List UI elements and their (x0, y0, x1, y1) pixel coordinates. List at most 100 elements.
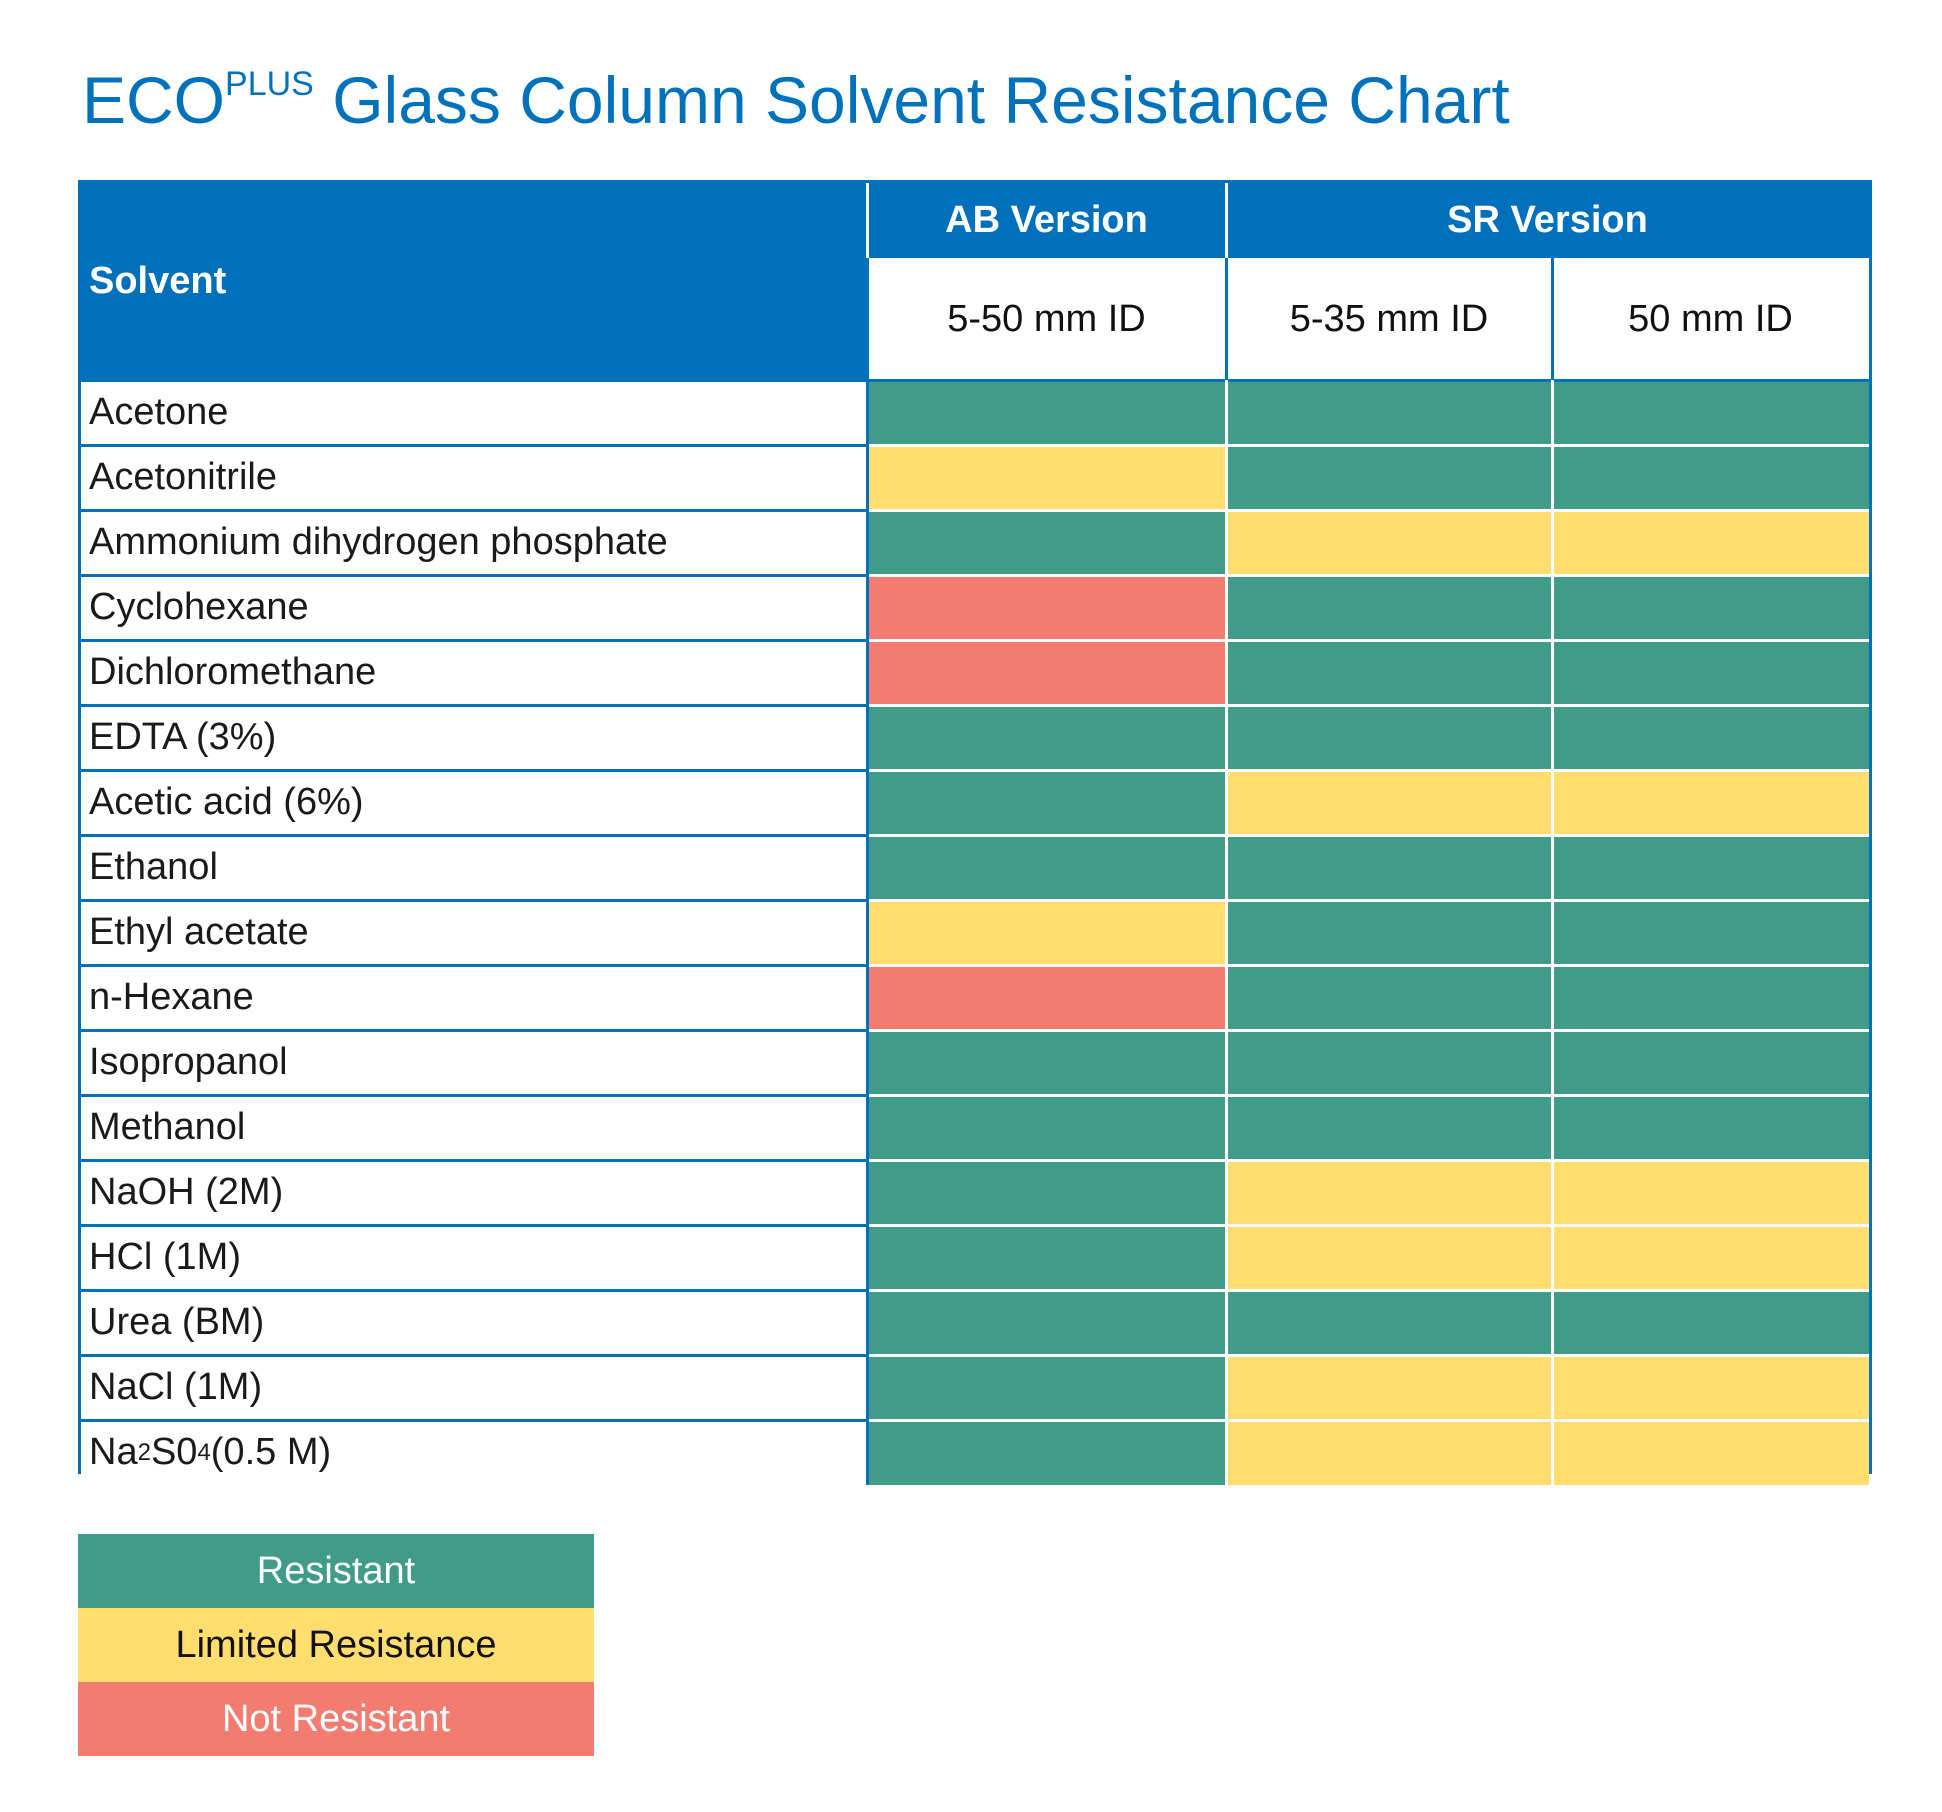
solvent-name-part: Na (89, 1431, 138, 1473)
legend-item: Resistant (78, 1534, 594, 1608)
cell-divider (869, 769, 1869, 772)
header-ab-5-50-mm: 5-50 mm ID (867, 258, 1226, 380)
column-divider-white (1225, 380, 1228, 1485)
solvent-name: Ethyl acetate (81, 900, 867, 965)
resistance-cell (1226, 445, 1552, 510)
header-sr-5-35-mm: 5-35 mm ID (1226, 258, 1552, 380)
resistance-cell (1552, 380, 1869, 445)
resistance-cell (867, 1095, 1226, 1160)
resistance-cell (1226, 1420, 1552, 1485)
solvent-name: NaOH (2M) (81, 1160, 867, 1225)
resistance-cell (1552, 575, 1869, 640)
solvent-name: Methanol (81, 1095, 867, 1160)
column-divider-white (1225, 183, 1228, 258)
solvent-name-part: 2 (137, 1438, 151, 1466)
resistance-cell (1552, 1095, 1869, 1160)
header-solvent: Solvent (81, 183, 867, 380)
resistance-cell (1226, 1290, 1552, 1355)
resistance-cell (1226, 835, 1552, 900)
resistance-cell (867, 640, 1226, 705)
resistance-cell (1226, 510, 1552, 575)
resistance-cell (1226, 575, 1552, 640)
resistance-cell (867, 1225, 1226, 1290)
legend-item: Limited Resistance (78, 1608, 594, 1682)
cell-divider (869, 509, 1869, 512)
resistance-cell (1552, 965, 1869, 1030)
cell-divider (869, 1159, 1869, 1162)
cell-divider (869, 964, 1869, 967)
column-divider-white (1551, 380, 1554, 1485)
column-divider (866, 183, 869, 1485)
solvent-name-part: (0.5 M) (210, 1431, 332, 1473)
resistance-cell (1552, 900, 1869, 965)
cell-divider (869, 444, 1869, 447)
cell-divider (869, 574, 1869, 577)
solvent-name-part: S0 (150, 1431, 198, 1473)
resistance-cell (1552, 1225, 1869, 1290)
cell-divider (869, 899, 1869, 902)
column-divider (1225, 258, 1228, 380)
solvent-name: Ethanol (81, 835, 867, 900)
resistance-cell (1226, 900, 1552, 965)
page-title: ECOPLUS Glass Column Solvent Resistance … (82, 62, 1510, 138)
solvent-name: Acetonitrile (81, 445, 867, 510)
row-divider (81, 379, 1869, 382)
title-rest: Glass Column Solvent Resistance Chart (313, 63, 1510, 137)
resistance-cell (867, 1290, 1226, 1355)
resistance-cell (1226, 380, 1552, 445)
solvent-name: Na 2 S0 4 (0.5 M) (81, 1420, 867, 1485)
header-sr-version: SR Version (1226, 183, 1869, 258)
header-sr-50-mm: 50 mm ID (1552, 258, 1869, 380)
resistance-cell (867, 1420, 1226, 1485)
resistance-cell (1226, 705, 1552, 770)
cell-divider (869, 1094, 1869, 1097)
solvent-name: Acetic acid (6%) (81, 770, 867, 835)
cell-divider (869, 1289, 1869, 1292)
title-superscript: PLUS (225, 65, 314, 103)
resistance-cell (867, 1030, 1226, 1095)
resistance-cell (1226, 965, 1552, 1030)
resistance-cell (1552, 510, 1869, 575)
resistance-cell (1552, 835, 1869, 900)
solvent-name: Acetone (81, 380, 867, 445)
cell-divider (869, 1354, 1869, 1357)
resistance-cell (867, 705, 1226, 770)
solvent-name: Ammonium dihydrogen phosphate (81, 510, 867, 575)
cell-divider (869, 639, 1869, 642)
solvent-name: Dichloromethane (81, 640, 867, 705)
resistance-cell (867, 1160, 1226, 1225)
resistance-cell (1226, 1225, 1552, 1290)
cell-divider (869, 704, 1869, 707)
resistance-cell (867, 1355, 1226, 1420)
cell-divider (869, 1419, 1869, 1422)
column-divider-white (866, 183, 869, 258)
resistance-cell (1552, 445, 1869, 510)
resistance-cell (1226, 1095, 1552, 1160)
title-main: ECO (82, 63, 226, 137)
solvent-name: Urea (BM) (81, 1290, 867, 1355)
resistance-cell (1552, 705, 1869, 770)
resistance-cell (1226, 770, 1552, 835)
resistance-cell (1226, 1160, 1552, 1225)
header-ab-version: AB Version (867, 183, 1226, 258)
cell-divider (869, 1224, 1869, 1227)
cell-divider (869, 1029, 1869, 1032)
resistance-cell (1552, 640, 1869, 705)
solvent-name: HCl (1M) (81, 1225, 867, 1290)
solvent-name: Isopropanol (81, 1030, 867, 1095)
resistance-cell (1552, 1420, 1869, 1485)
resistance-cell (867, 575, 1226, 640)
resistance-cell (1552, 1290, 1869, 1355)
solvent-name: NaCl (1M) (81, 1355, 867, 1420)
resistance-cell (1226, 640, 1552, 705)
cell-divider (869, 834, 1869, 837)
solvent-name: EDTA (3%) (81, 705, 867, 770)
resistance-cell (867, 770, 1226, 835)
solvent-name: Cyclohexane (81, 575, 867, 640)
resistance-cell (867, 445, 1226, 510)
resistance-cell (1226, 1355, 1552, 1420)
solvent-name: n-Hexane (81, 965, 867, 1030)
resistance-cell (867, 510, 1226, 575)
resistance-cell (867, 965, 1226, 1030)
resistance-cell (1226, 1030, 1552, 1095)
